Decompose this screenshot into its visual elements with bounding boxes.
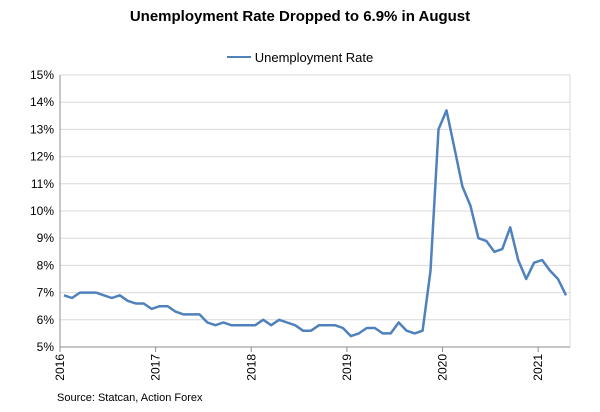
series-line-unemployment-rate bbox=[63, 109, 568, 338]
y-tick-label: 15% bbox=[30, 68, 54, 82]
x-tick-label: 2021 bbox=[531, 354, 545, 381]
y-tick-label: 9% bbox=[37, 231, 55, 245]
y-tick-label: 6% bbox=[37, 313, 55, 327]
y-tick-label: 8% bbox=[37, 258, 55, 272]
chart-title: Unemployment Rate Dropped to 6.9% in Aug… bbox=[129, 8, 471, 25]
y-tick-label: 13% bbox=[30, 122, 54, 136]
x-tick-label: 2019 bbox=[340, 354, 354, 381]
y-tick-label: 10% bbox=[30, 204, 54, 218]
y-tick-label: 7% bbox=[37, 286, 55, 300]
x-tick-label: 2017 bbox=[149, 354, 163, 381]
x-tick-label: 2016 bbox=[53, 354, 67, 381]
source-note: Source: Statcan, Action Forex bbox=[57, 392, 203, 404]
legend-swatch bbox=[226, 55, 251, 58]
x-tick-label: 2020 bbox=[436, 354, 450, 381]
y-tick-label: 12% bbox=[30, 150, 54, 164]
y-tick-label: 11% bbox=[31, 177, 54, 191]
y-tick-label: 5% bbox=[37, 340, 55, 354]
y-tick-label: 14% bbox=[30, 95, 54, 109]
x-tick-label: 2018 bbox=[244, 354, 258, 381]
legend-label: Unemployment Rate bbox=[254, 50, 374, 65]
legend: Unemployment Rate bbox=[0, 50, 600, 65]
